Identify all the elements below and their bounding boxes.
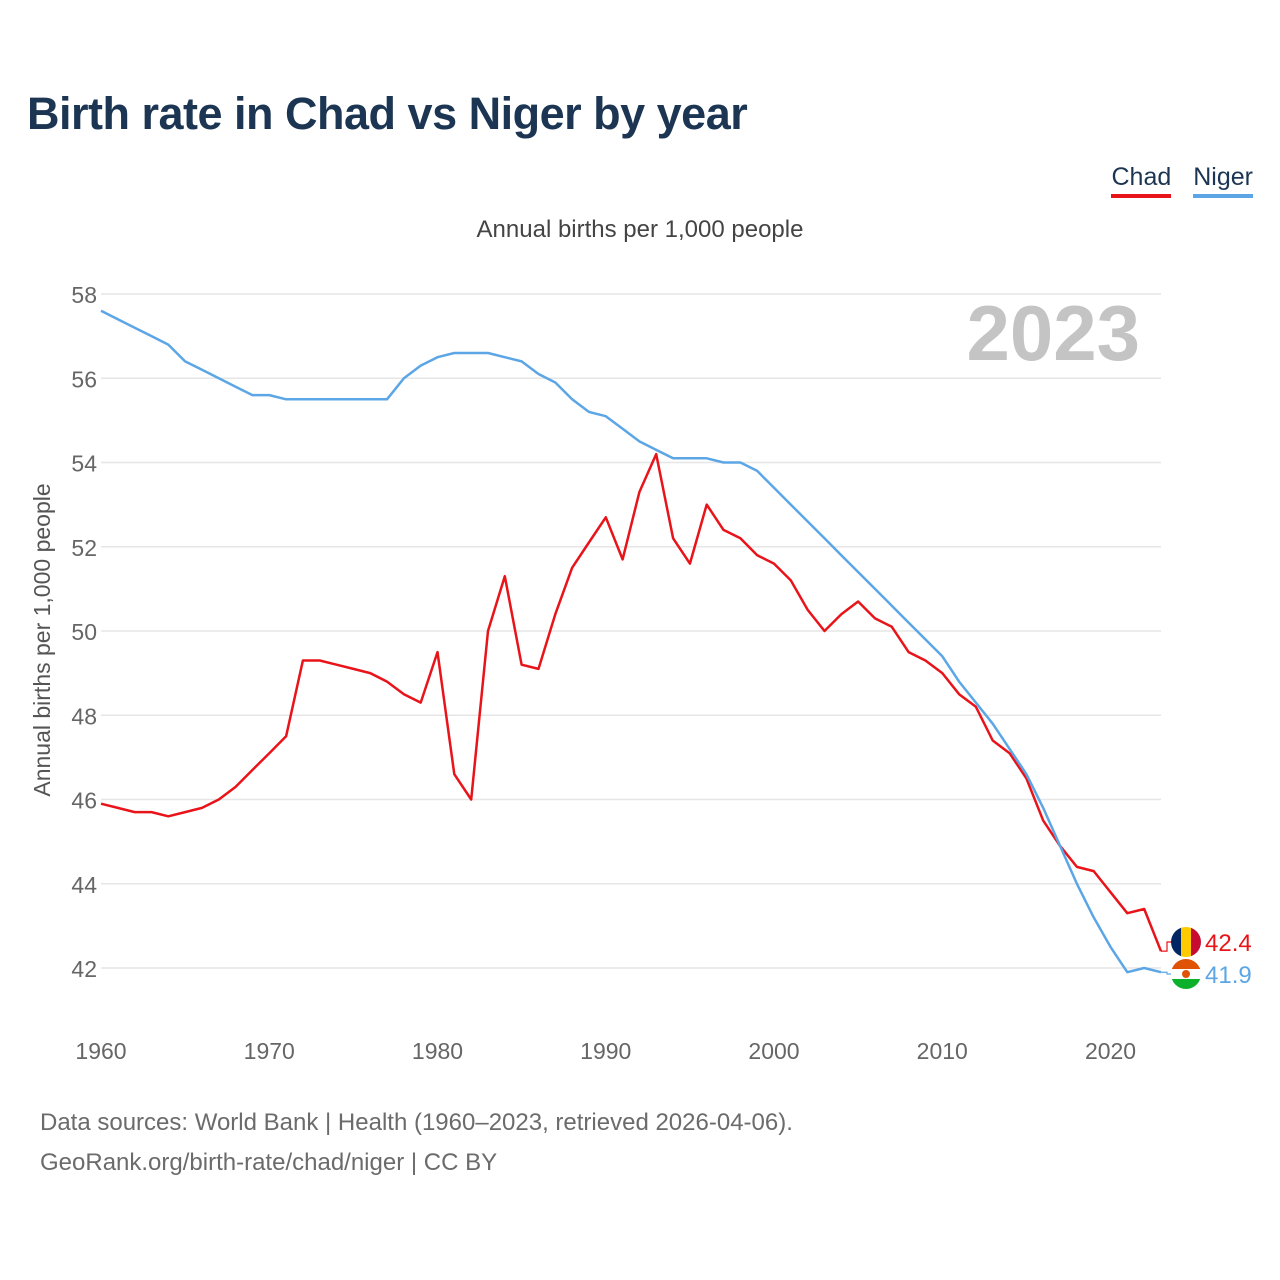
- y-tick-label: 46: [71, 788, 97, 814]
- x-tick-label: 2000: [748, 1038, 799, 1064]
- credit-link[interactable]: GeoRank.org/birth-rate/chad/niger | CC B…: [40, 1149, 498, 1176]
- chart-subtitle: Annual births per 1,000 people: [476, 216, 804, 243]
- y-tick-label: 52: [71, 535, 97, 561]
- niger-flag-icon: [1171, 959, 1201, 989]
- y-tick-label: 44: [71, 872, 97, 898]
- year-watermark: 2023: [966, 289, 1140, 377]
- data-sources: Data sources: World Bank | Health (1960–…: [40, 1109, 793, 1136]
- leader-line-niger: [1161, 971, 1172, 975]
- footer: Data sources: World Bank | Health (1960–…: [40, 1103, 793, 1183]
- y-tick-label: 54: [71, 451, 97, 477]
- x-tick-label: 2020: [1085, 1038, 1136, 1064]
- flag-disc: [1182, 970, 1190, 978]
- x-tick-label: 2010: [917, 1038, 968, 1064]
- y-axis-label: Annual births per 1,000 people: [29, 483, 55, 796]
- y-tick-label: 56: [71, 366, 97, 392]
- legend-item-chad[interactable]: Chad: [1111, 163, 1172, 198]
- flag-stripe: [1171, 927, 1182, 957]
- legend-item-niger[interactable]: Niger: [1193, 163, 1253, 198]
- x-tick-label: 1960: [75, 1038, 126, 1064]
- series-line-chad: [100, 452, 1163, 952]
- chad-flag-icon: [1171, 927, 1201, 957]
- chart-title: Birth rate in Chad vs Niger by year: [27, 88, 748, 139]
- series-line-niger: [100, 309, 1162, 974]
- flag-stripe: [1171, 959, 1201, 970]
- y-tick-label: 48: [71, 703, 97, 729]
- x-tick-label: 1980: [412, 1038, 463, 1064]
- y-tick-label: 50: [71, 619, 97, 645]
- x-tick-label: 1970: [244, 1038, 295, 1064]
- y-tick-label: 42: [71, 956, 97, 982]
- flag-stripe: [1191, 927, 1201, 957]
- end-label-niger: 41.9: [1205, 962, 1252, 989]
- legend: Chad Niger: [1111, 163, 1253, 198]
- x-tick-label: 1990: [580, 1038, 631, 1064]
- leader-line-chad: [1161, 941, 1172, 952]
- flag-stripe: [1171, 979, 1201, 989]
- y-tick-label: 58: [71, 282, 97, 308]
- end-label-chad: 42.4: [1205, 930, 1252, 957]
- flag-stripe: [1181, 927, 1192, 957]
